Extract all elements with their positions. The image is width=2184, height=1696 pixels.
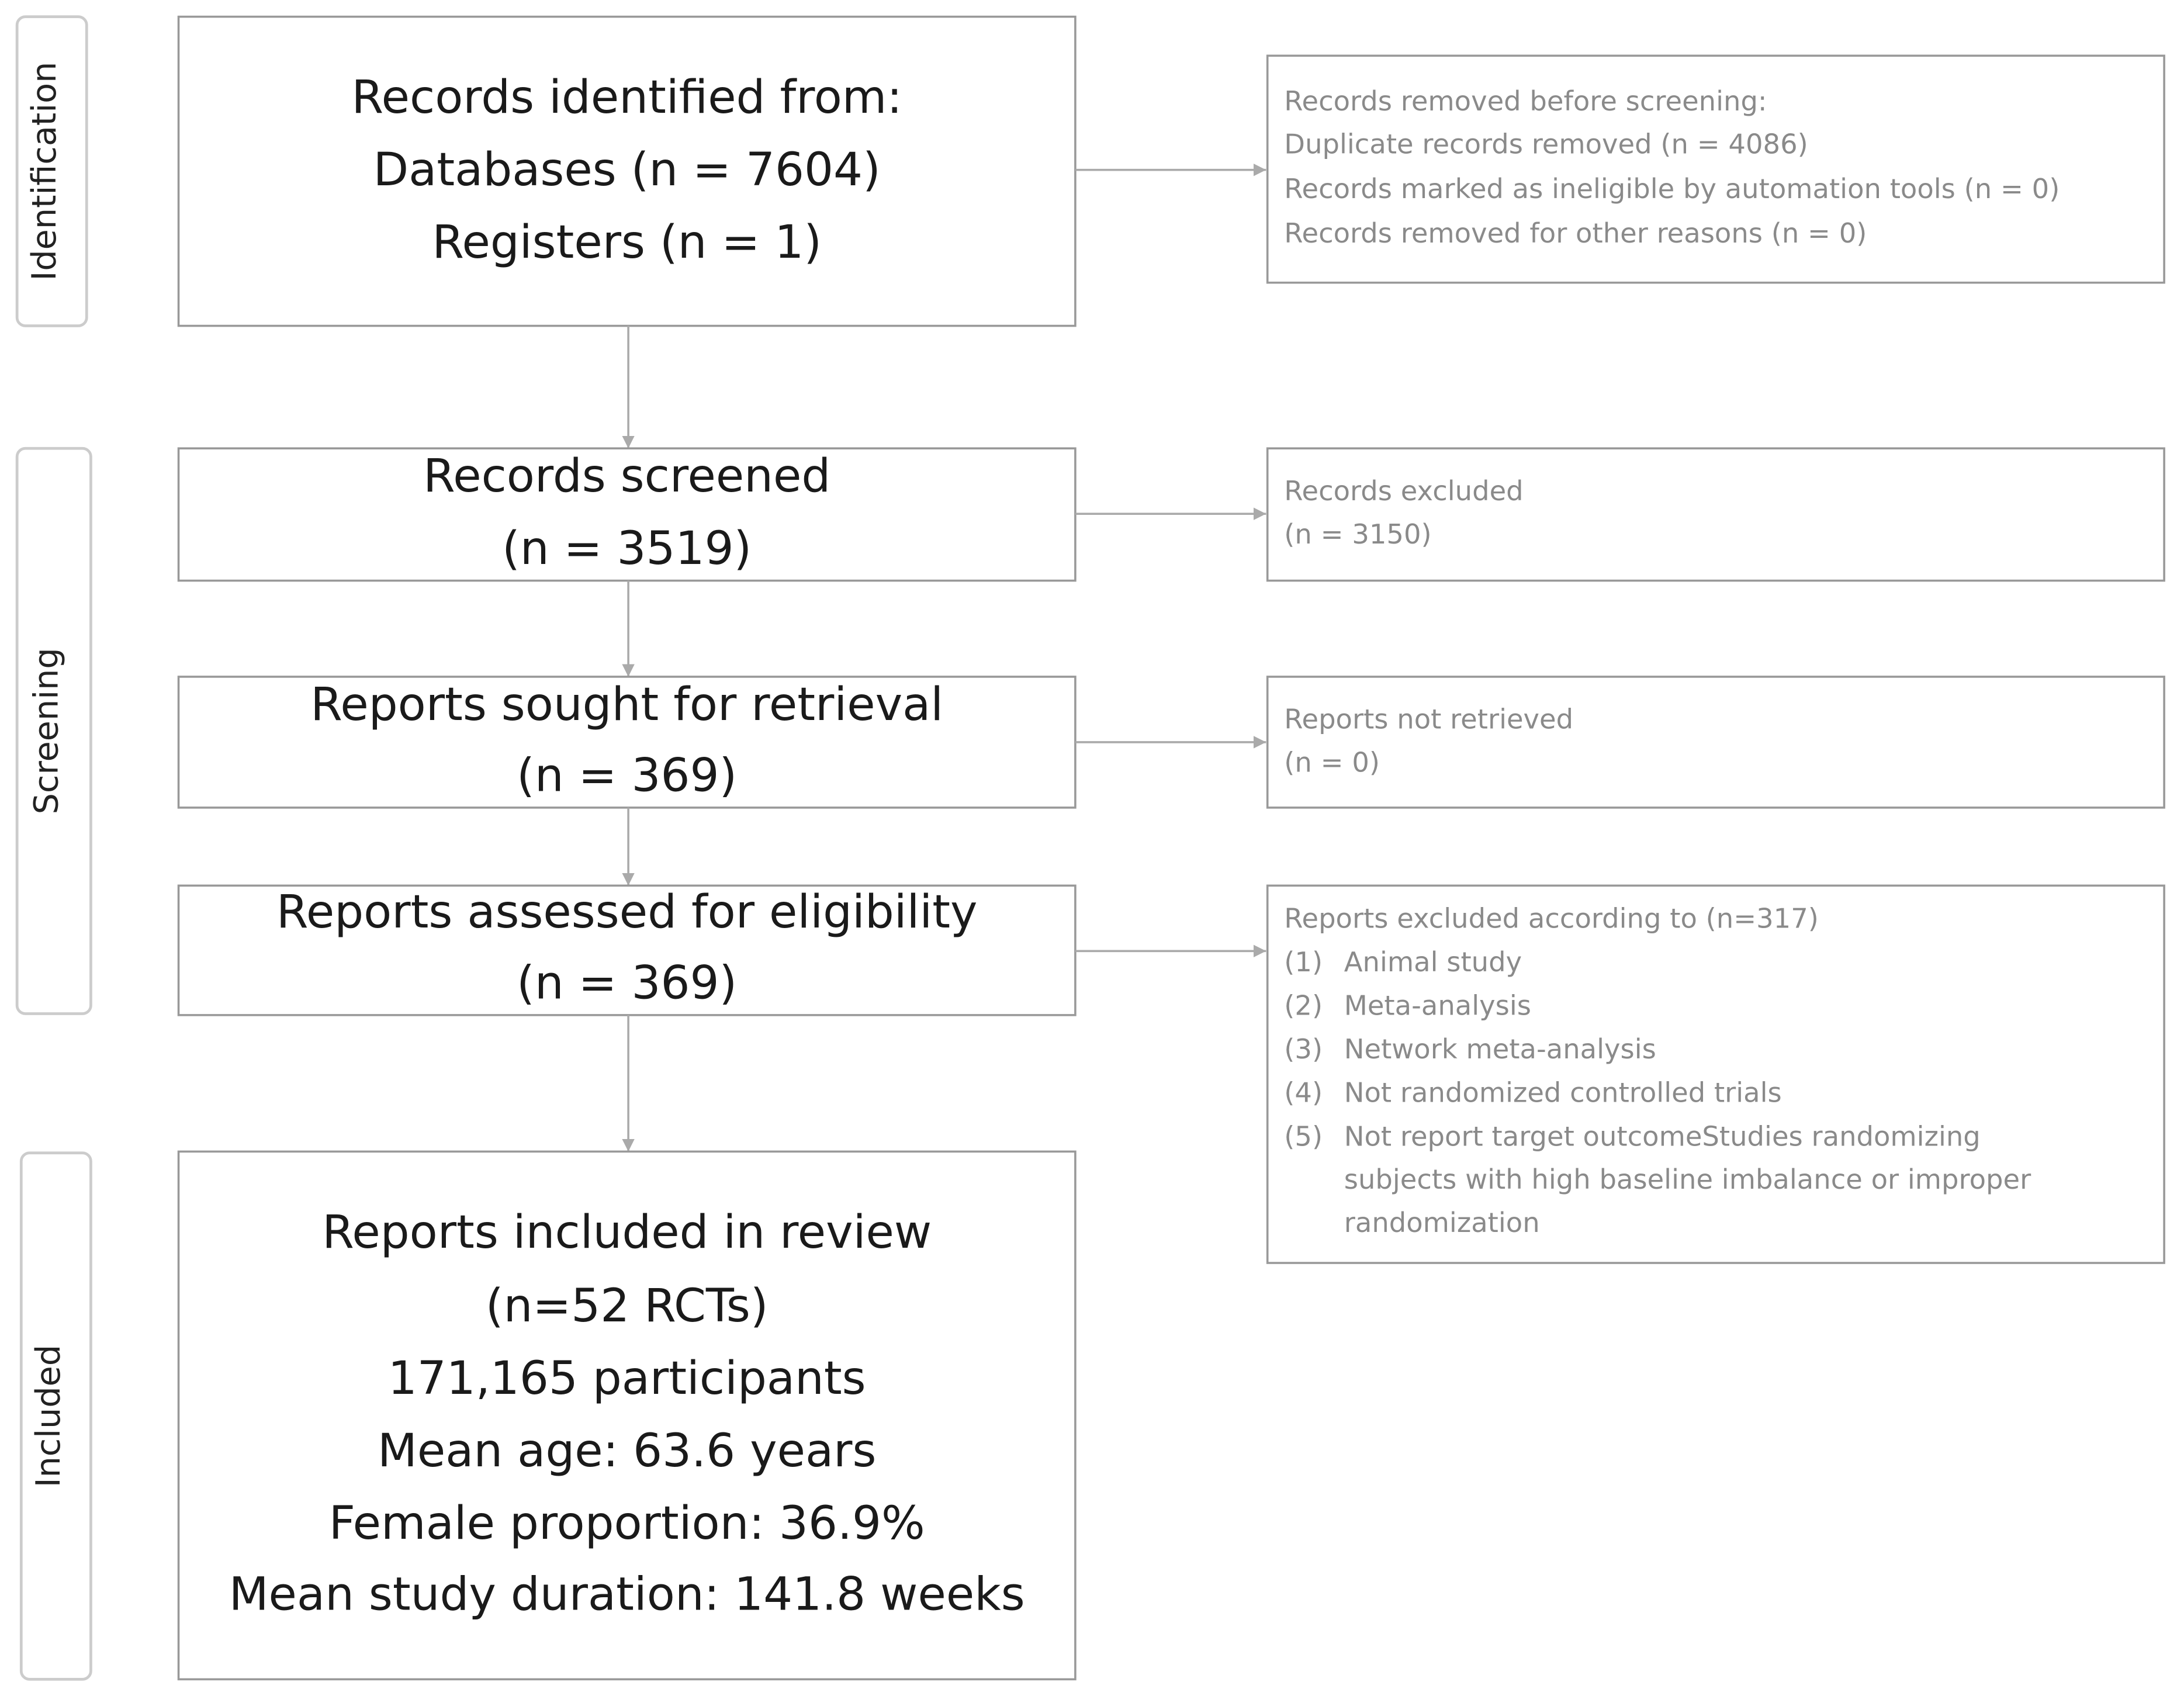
box-text: Mean study duration: 141.8 weeks [229, 1567, 1025, 1621]
side-box [1266, 676, 2165, 809]
item-number: (2) [1284, 990, 1323, 1022]
box-text: Registers (n = 1) [432, 215, 822, 269]
item-text: Network meta-analysis [1344, 1033, 1656, 1065]
item-text: subjects with high baseline imbalance or… [1344, 1164, 2031, 1195]
item-text: Not randomized controlled trials [1344, 1077, 1782, 1109]
item-number: (1) [1284, 946, 1323, 978]
item-text: Not report target outcomeStudies randomi… [1344, 1120, 1981, 1152]
side-text: Reports not retrieved [1284, 704, 1573, 735]
flow-box [177, 1150, 1077, 1681]
box-text: Databases (n = 7604) [373, 143, 881, 196]
box-text: (n = 369) [517, 748, 737, 802]
box-text: Records screened [423, 449, 830, 503]
phase-tab [19, 1151, 92, 1681]
item-number: (5) [1284, 1120, 1323, 1152]
item-text: Meta-analysis [1344, 990, 1531, 1022]
box-text: (n = 369) [517, 956, 737, 1009]
side-text: Records removed for other reasons (n = 0… [1284, 217, 1867, 249]
box-text: Records identified from: [352, 70, 902, 124]
side-title: Reports excluded according to (n=317) [1284, 902, 1819, 934]
phase-label: Included [29, 1345, 68, 1487]
box-text: Reports included in review [322, 1205, 932, 1259]
side-text: Records marked as ineligible by automati… [1284, 173, 2060, 205]
phase-label: Identification [25, 62, 64, 281]
side-text: (n = 0) [1284, 747, 1380, 778]
item-number: (4) [1284, 1077, 1323, 1109]
phase-tab [15, 15, 88, 327]
item-number: (3) [1284, 1033, 1323, 1065]
side-box [1266, 447, 2165, 582]
side-text: (n = 3150) [1284, 518, 1431, 550]
side-text: Records removed before screening: [1284, 85, 1767, 117]
box-text: (n = 3519) [502, 521, 752, 575]
side-box [1266, 54, 2165, 284]
box-text: (n=52 RCTs) [486, 1279, 769, 1332]
flow-box [177, 447, 1077, 582]
item-text: randomization [1344, 1207, 1540, 1238]
phase-tab [15, 447, 92, 1015]
box-text: Reports sought for retrieval [310, 677, 943, 731]
side-text: Records excluded [1284, 475, 1523, 507]
item-text: Animal study [1344, 946, 1522, 978]
side-box [1266, 884, 2165, 1264]
box-text: Mean age: 63.6 years [378, 1424, 876, 1477]
box-text: Reports assessed for eligibility [276, 885, 978, 939]
flow-box [177, 884, 1077, 1016]
side-text: Duplicate records removed (n = 4086) [1284, 129, 1808, 160]
box-text: 171,165 participants [388, 1351, 866, 1405]
flow-box [177, 15, 1077, 327]
flow-box [177, 676, 1077, 809]
phase-label: Screening [27, 648, 65, 814]
box-text: Female proportion: 36.9% [329, 1496, 925, 1550]
